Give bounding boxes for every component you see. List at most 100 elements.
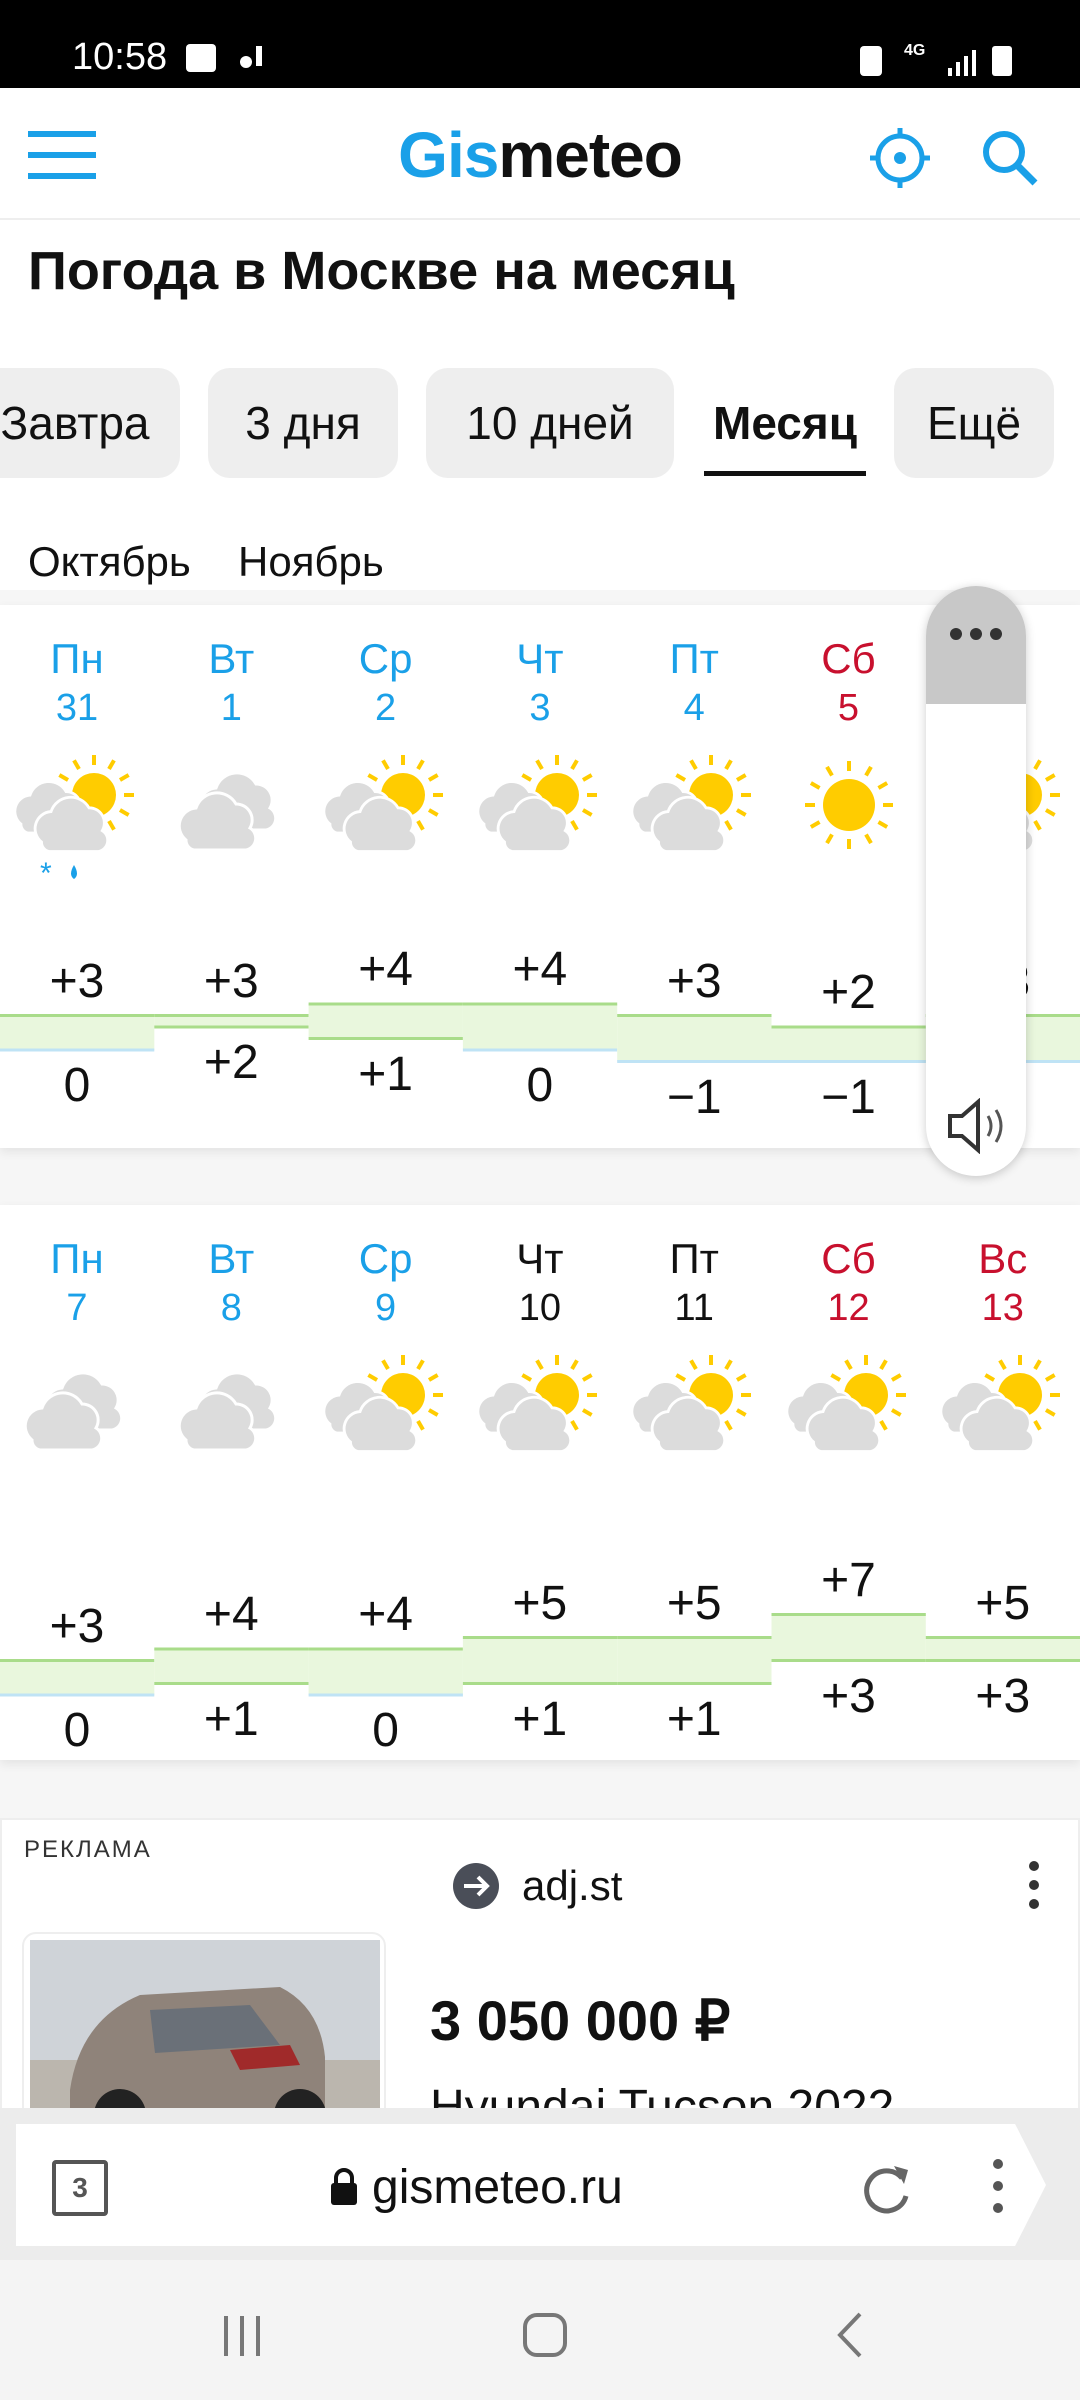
temp-range-bar: [154, 1649, 309, 1684]
ad-domain[interactable]: adj.st: [522, 1862, 623, 1909]
day-name: Чт: [516, 1235, 564, 1282]
temp-range-bar: [0, 1660, 155, 1695]
temp-range-bar: [925, 1637, 1080, 1661]
day-date: 11: [674, 1287, 714, 1329]
volume-icon[interactable]: [946, 1098, 1010, 1154]
day-name: Пн: [50, 1235, 104, 1282]
recent-apps-icon[interactable]: [222, 2314, 262, 2358]
browser-bar: 3 gismeteo.ru: [0, 2108, 1080, 2260]
temp-low: +2: [203, 1036, 259, 1089]
temp-low: +1: [203, 1692, 259, 1746]
tab-10-days[interactable]: 10 дней: [426, 368, 674, 478]
notification-icons: [186, 44, 262, 72]
temp-range-bar: [308, 1004, 463, 1039]
temp-high: +5: [975, 1576, 1031, 1630]
tab-3-days[interactable]: 3 дня: [208, 368, 398, 478]
more-icon[interactable]: [948, 626, 1004, 642]
day-name: Пн: [50, 635, 104, 682]
temp-range-bar: [771, 1614, 926, 1661]
temp-low: 0: [526, 1059, 554, 1112]
hamburger-icon[interactable]: [28, 130, 98, 180]
browser-menu-icon[interactable]: [990, 2158, 1006, 2214]
temp-high: +4: [358, 1588, 413, 1641]
logo[interactable]: Gismeteo: [398, 119, 683, 191]
partly-cloudy-icon: [629, 755, 759, 865]
ad-block[interactable]: РЕКЛАМА adj.st 3 050 000 ₽ Hyundai Tucso…: [0, 1818, 1080, 2134]
day-name: Чт: [516, 635, 564, 682]
tab-more[interactable]: Ещё: [894, 368, 1054, 478]
ad-image[interactable]: [22, 1932, 386, 2122]
system-icons: [860, 46, 1012, 76]
temp-range-bar: [462, 1637, 618, 1684]
temp-low: +1: [666, 1692, 722, 1746]
day-date: 31: [55, 687, 99, 729]
day-name: Сб: [821, 635, 876, 682]
week-card: Пн 31 * +3 0 Вт 1 +3 +2 Ср 2 +4 +1 Чт 3 +4 …: [0, 605, 1080, 1148]
partly-cloudy-icon: [475, 1355, 605, 1465]
temp-low: +1: [358, 1047, 413, 1101]
week-card: Пн 7 +3 0 Вт 8 +4 +1 Ср 9 +4 0 Чт 10 +5 +1 П…: [0, 1205, 1080, 1760]
ad-price[interactable]: 3 050 000 ₽: [430, 1989, 731, 2052]
temp-high: +4: [358, 943, 413, 996]
day-date: 13: [981, 1287, 1024, 1329]
panel-handle[interactable]: [926, 586, 1026, 704]
url-field[interactable]: gismeteo.ru: [372, 2161, 623, 2214]
tabs-button[interactable]: 3: [52, 2160, 108, 2216]
temp-range-bar: [617, 1637, 772, 1684]
day-name: Сб: [821, 1235, 876, 1282]
temp-high: +2: [821, 966, 876, 1019]
side-panel: [926, 586, 1026, 1176]
temp-low: +1: [512, 1692, 568, 1746]
day-date: 7: [66, 1287, 88, 1329]
clock: 10:58: [72, 36, 168, 78]
day-date: 10: [518, 1287, 562, 1329]
partly-cloudy-icon: [629, 1355, 759, 1465]
day-date: 3: [529, 687, 551, 729]
crosshair-icon[interactable]: [870, 128, 930, 188]
ad-menu-icon[interactable]: [1026, 1860, 1042, 1910]
temp-range-bar: [771, 1027, 926, 1062]
ad-label: РЕКЛАМА: [24, 1836, 152, 1863]
search-icon[interactable]: [980, 128, 1040, 188]
cloudy-icon: [166, 1355, 296, 1465]
tab-month[interactable]: Месяц: [704, 368, 866, 478]
temp-high: +5: [666, 1576, 722, 1630]
temp-low: +3: [975, 1669, 1031, 1723]
day-name: Вт: [208, 635, 255, 682]
temp-range-bar: [617, 1015, 772, 1062]
site-header: Gismeteo: [0, 88, 1080, 220]
page-title: Погода в Москве на месяц: [28, 241, 735, 301]
day-date: 5: [837, 687, 860, 729]
partly-cloudy-icon: [475, 755, 605, 865]
temp-low: 0: [63, 1059, 91, 1112]
day-date: 4: [683, 687, 705, 729]
temp-low: 0: [63, 1704, 91, 1757]
day-name: Вс: [978, 1235, 1028, 1282]
day-name: Ср: [358, 1235, 413, 1282]
back-icon[interactable]: [834, 2312, 864, 2358]
cloudy-icon: [166, 755, 296, 865]
temp-high: +3: [49, 954, 105, 1008]
temp-low: −1: [666, 1070, 722, 1124]
reload-icon[interactable]: [860, 2158, 916, 2218]
day-name: Вт: [208, 1235, 255, 1282]
day-date: 9: [375, 1287, 397, 1329]
temp-range-bar: [0, 1015, 155, 1050]
system-nav-bar: [0, 2260, 1080, 2400]
temp-high: +4: [203, 1588, 259, 1641]
month-october[interactable]: Октябрь: [28, 538, 191, 585]
home-icon[interactable]: [522, 2312, 568, 2358]
temp-range-bar: [308, 1649, 463, 1695]
month-november[interactable]: Ноябрь: [238, 538, 384, 585]
partly-cloudy-icon: [321, 1355, 451, 1465]
network-type: 4G: [904, 42, 926, 59]
tab-tomorrow[interactable]: Завтра: [0, 368, 180, 478]
temp-range-bar: [154, 1015, 309, 1027]
car-image: [30, 1940, 380, 2120]
temp-high: +5: [512, 1576, 568, 1630]
status-bar: 10:58 4G: [0, 0, 1080, 88]
temp-high: +3: [49, 1599, 105, 1653]
day-name: Пт: [669, 1235, 719, 1282]
day-date: 8: [220, 1287, 242, 1329]
temp-low: −1: [821, 1070, 876, 1124]
